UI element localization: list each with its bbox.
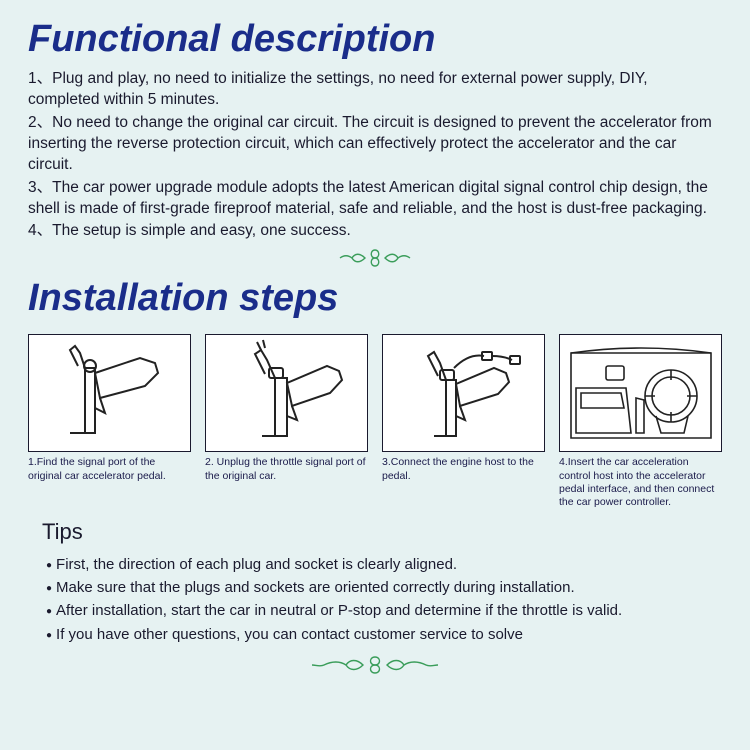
desc-item: 4、The setup is simple and easy, one succ…: [28, 221, 722, 242]
step-caption: 4.Insert the car acceleration control ho…: [559, 456, 722, 509]
step-illustration: [28, 334, 191, 452]
tips-heading: Tips: [42, 519, 722, 545]
ornament-divider-icon: [28, 654, 722, 681]
step-2: 2. Unplug the throttle signal port of th…: [205, 334, 368, 509]
tip-item: After installation, start the car in neu…: [46, 599, 722, 622]
desc-item: 3、The car power upgrade module adopts th…: [28, 178, 722, 220]
step-illustration: [205, 334, 368, 452]
step-caption: 2. Unplug the throttle signal port of th…: [205, 456, 368, 482]
desc-item: 1、Plug and play, no need to initialize t…: [28, 69, 722, 111]
step-1: 1.Find the signal port of the original c…: [28, 334, 191, 509]
installation-steps-row: 1.Find the signal port of the original c…: [28, 334, 722, 509]
tip-item: If you have other questions, you can con…: [46, 623, 722, 646]
tip-item: First, the direction of each plug and so…: [46, 553, 722, 576]
ornament-divider-icon: [28, 248, 722, 273]
functional-description-list: 1、Plug and play, no need to initialize t…: [28, 69, 722, 242]
step-caption: 1.Find the signal port of the original c…: [28, 456, 191, 482]
tips-list: First, the direction of each plug and so…: [46, 553, 722, 646]
step-4: 4.Insert the car acceleration control ho…: [559, 334, 722, 509]
step-3: 3.Connect the engine host to the pedal.: [382, 334, 545, 509]
tip-item: Make sure that the plugs and sockets are…: [46, 576, 722, 599]
installation-steps-heading: Installation steps: [28, 277, 722, 320]
desc-item: 2、No need to change the original car cir…: [28, 113, 722, 176]
functional-description-heading: Functional description: [28, 18, 722, 61]
step-illustration: [382, 334, 545, 452]
step-caption: 3.Connect the engine host to the pedal.: [382, 456, 545, 482]
step-illustration: [559, 334, 722, 452]
